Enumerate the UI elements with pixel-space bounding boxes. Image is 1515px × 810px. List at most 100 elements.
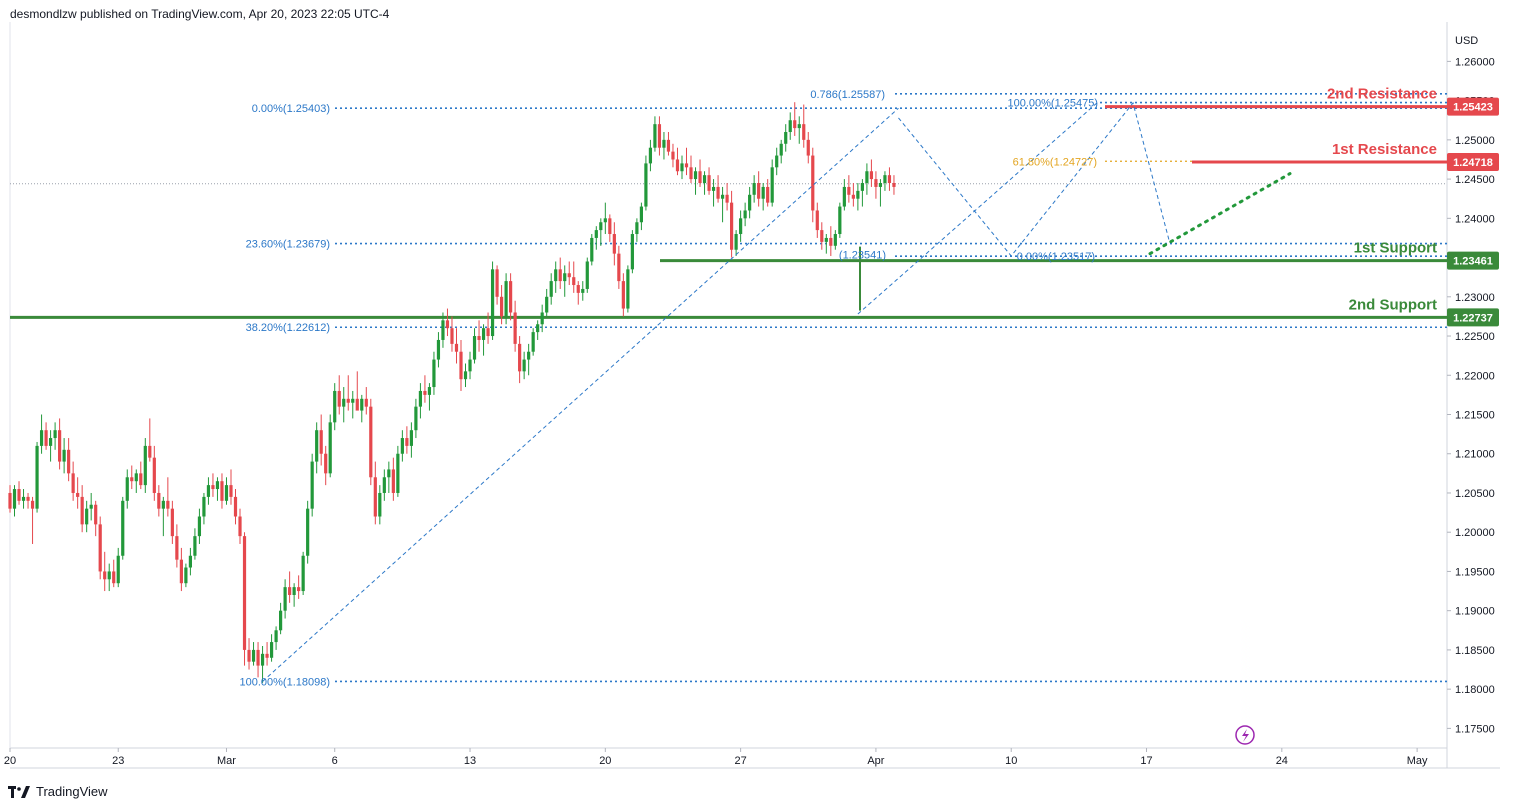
candle-body: [513, 312, 517, 344]
candle-body: [689, 167, 693, 180]
fib-level-label: 100.00%(1.18098): [239, 676, 330, 688]
candle-body: [17, 489, 21, 501]
candle-body: [148, 445, 152, 458]
time-tick-label: Apr: [867, 755, 884, 767]
price-tick-label: 1.21000: [1455, 449, 1495, 461]
candle-body: [856, 190, 860, 199]
candle-body: [563, 273, 567, 282]
candle-body: [39, 430, 44, 446]
candle-body: [829, 237, 833, 246]
level-labels: 0.00%(1.25403) 23.60%(1.23679) 38.20%(1.22…: [239, 86, 1437, 689]
candle-body: [134, 473, 138, 482]
candle-body: [820, 230, 824, 242]
candle-body: [815, 210, 819, 231]
time-tick-label: Mar: [217, 755, 236, 767]
candle-body: [292, 587, 296, 595]
candle-body: [58, 430, 62, 462]
horizontal-levels: [10, 92, 1447, 683]
candle-body: [265, 653, 269, 658]
price-tick-label: 1.20500: [1455, 488, 1495, 500]
candle-body: [793, 120, 797, 129]
candle-body: [279, 610, 283, 631]
candle-body: [184, 567, 188, 584]
price-tick-label: 1.23000: [1455, 292, 1495, 304]
price-axis[interactable]: USD1.260001.255001.250001.245001.240001.…: [1447, 35, 1499, 735]
candle-body: [851, 194, 855, 199]
fib-level-label: (1.23541): [839, 249, 886, 261]
candle-body: [779, 143, 783, 156]
candle-body: [310, 461, 314, 509]
candle-body: [684, 163, 689, 168]
candle-body: [94, 504, 98, 525]
time-tick-label: 27: [734, 755, 746, 767]
candle-body: [454, 343, 459, 352]
price-tick-label: 1.19000: [1455, 606, 1495, 618]
candle-body: [71, 473, 75, 493]
price-tick-label: 1.25000: [1455, 135, 1495, 147]
price-tick-label: 1.24500: [1455, 174, 1495, 186]
candle-body: [675, 159, 680, 172]
candle-body: [414, 406, 418, 431]
candle-body: [883, 175, 887, 184]
candle-body: [315, 430, 319, 462]
time-tick-label: 10: [1005, 755, 1017, 767]
candle-body: [229, 485, 233, 497]
candle-body: [621, 281, 625, 309]
candle-body: [382, 477, 386, 493]
candle-body: [301, 555, 305, 592]
resistance-price-tag: [1447, 97, 1499, 116]
candle-body: [274, 630, 278, 643]
candle-body: [409, 430, 413, 446]
candle-body: [328, 422, 332, 474]
candle-body: [612, 234, 616, 254]
candle-body: [12, 489, 17, 509]
candle-body: [739, 218, 743, 235]
candle-body: [238, 516, 242, 537]
candle-body: [662, 139, 666, 148]
candle-body: [770, 167, 774, 203]
candle-body: [26, 496, 30, 501]
candle-body: [748, 194, 752, 211]
candle-body: [202, 496, 206, 517]
candle-body: [193, 536, 197, 556]
time-tick-label: 20: [599, 755, 611, 767]
candle-body: [369, 406, 373, 478]
candle-body: [603, 218, 607, 223]
tradingview-brand[interactable]: TradingView: [8, 784, 108, 799]
time-axis[interactable]: 20 23 Mar 6 13 20 27 Apr 10 17 24 May: [4, 748, 1428, 767]
candle-body: [432, 359, 436, 388]
resistance-zone-label: 1st Resistance: [1332, 141, 1437, 158]
candle-body: [85, 508, 89, 525]
candle-body: [617, 253, 621, 282]
candle-body: [387, 469, 391, 478]
candle-body: [116, 555, 120, 584]
time-tick-label: 20: [4, 755, 16, 767]
candle-body: [536, 324, 540, 333]
fib-anchor-line: [262, 107, 899, 682]
candle-body: [166, 500, 170, 509]
candle-body: [802, 124, 806, 140]
candle-body: [481, 328, 486, 340]
candle-body: [495, 269, 499, 297]
candle-body: [585, 261, 589, 289]
fib-level-label: 0.786(1.25587): [810, 89, 885, 101]
time-tick-label: 17: [1140, 755, 1152, 767]
time-tick-label: 13: [464, 755, 476, 767]
candles: [8, 102, 896, 683]
support-price-tag: [1447, 251, 1499, 270]
candle-body: [220, 481, 224, 501]
candle-body: [716, 186, 720, 199]
resistance-price-label: 1.24718: [1453, 157, 1493, 169]
candle-body: [67, 449, 71, 474]
fib-level-label: 61.80%(1.24727): [1013, 156, 1097, 168]
candle-body: [360, 398, 364, 411]
candle-body: [346, 398, 350, 403]
candle-body: [450, 328, 454, 344]
candle-body: [824, 237, 828, 242]
candle-body: [319, 430, 323, 454]
event-lightning-icon: [1235, 725, 1255, 745]
candle-body: [666, 139, 671, 152]
brand-label: TradingView: [36, 784, 108, 799]
candle-body: [247, 649, 251, 662]
